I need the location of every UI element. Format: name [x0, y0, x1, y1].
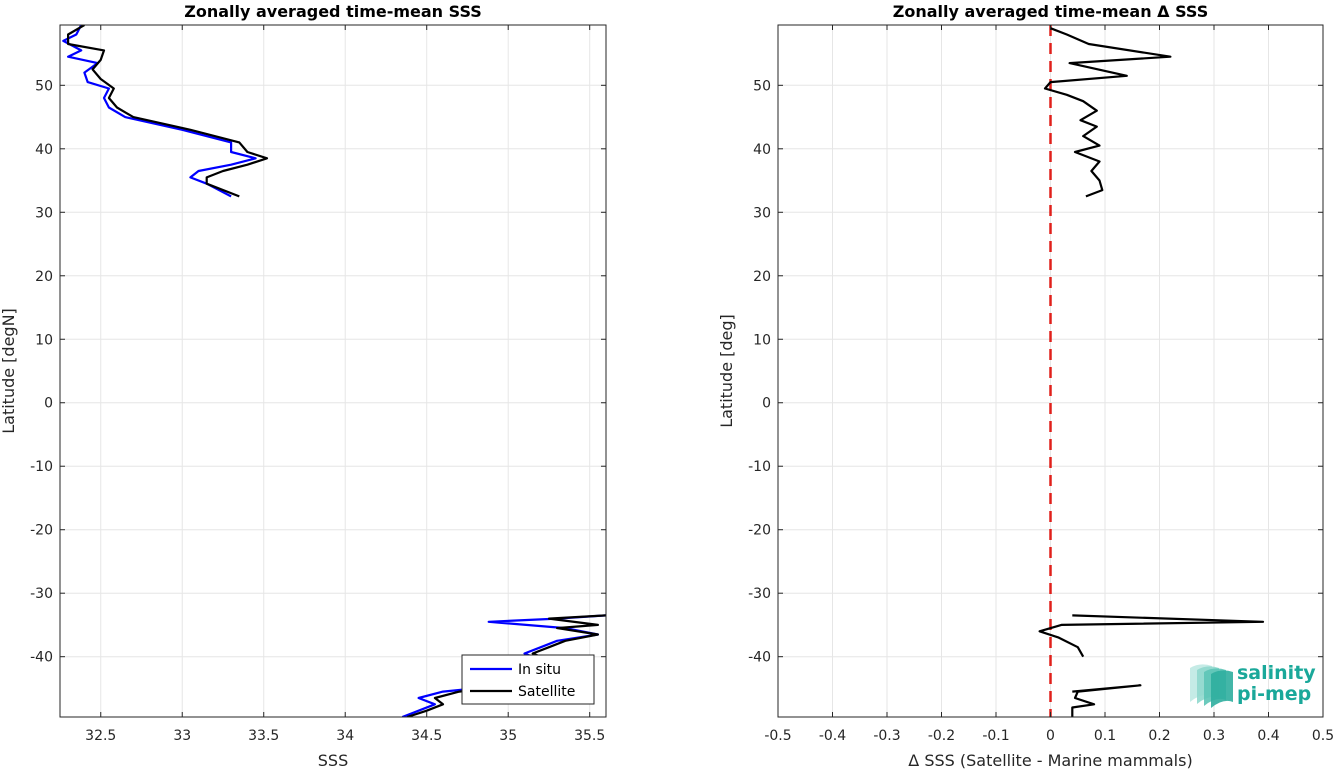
y-tick-label: 20 — [753, 269, 771, 285]
x-tick-label: 0.5 — [1312, 728, 1334, 744]
y-tick-label: 10 — [753, 332, 771, 348]
y-axis-label: Latitude [deg] — [717, 314, 736, 428]
legend-label: In situ — [518, 662, 561, 678]
x-tick-label: 35.5 — [574, 728, 605, 744]
y-tick-label: 50 — [35, 78, 53, 94]
logo-wave-shape — [1211, 670, 1233, 708]
x-tick-label: -0.1 — [982, 728, 1009, 744]
series-line-satellite — [66, 25, 269, 198]
chart-title: Zonally averaged time-mean SSS — [184, 2, 482, 21]
x-tick-label: 34.5 — [411, 728, 442, 744]
y-tick-label: 40 — [35, 142, 53, 158]
y-tick-label: -10 — [30, 459, 53, 475]
x-tick-label: -0.3 — [873, 728, 900, 744]
x-tick-label: 33 — [173, 728, 191, 744]
plot-area — [60, 25, 606, 717]
y-tick-label: 30 — [753, 205, 771, 221]
y-tick-label: 40 — [753, 142, 771, 158]
y-axis-label: Latitude [degN] — [0, 308, 18, 434]
y-tick-label: 10 — [35, 332, 53, 348]
series-line-in-situ — [62, 25, 257, 198]
x-axis-label: SSS — [318, 751, 348, 769]
legend-box — [461, 654, 595, 705]
series-line-delta-sss — [1038, 614, 1265, 658]
y-tick-label: 20 — [35, 269, 53, 285]
x-tick-label: 0.2 — [1148, 728, 1170, 744]
logo-text-pi-mep: pi-mep — [1237, 683, 1311, 705]
x-tick-label: 33.5 — [248, 728, 279, 744]
y-tick-label: -20 — [30, 523, 53, 539]
y-tick-label: -10 — [748, 459, 771, 475]
x-tick-label: 0.4 — [1257, 728, 1279, 744]
y-tick-label: 0 — [762, 396, 771, 412]
y-tick-label: -40 — [748, 650, 771, 666]
x-tick-label: 34 — [336, 728, 354, 744]
y-tick-label: 0 — [44, 396, 53, 412]
legend-label: Satellite — [518, 684, 575, 700]
y-tick-label: -20 — [748, 523, 771, 539]
x-axis-label: Δ SSS (Satellite - Marine mammals) — [908, 751, 1192, 769]
x-tick-label: 32.5 — [85, 728, 116, 744]
y-tick-label: -30 — [748, 586, 771, 602]
series-line-delta-sss — [1071, 684, 1142, 717]
x-tick-label: 0.1 — [1094, 728, 1116, 744]
y-tick-label: 30 — [35, 205, 53, 221]
x-tick-label: 0 — [1046, 728, 1055, 744]
axes-frame — [59, 24, 607, 718]
x-tick-label: -0.2 — [928, 728, 955, 744]
chart-panel-1: 32.5 33 33.5 34 34.5 35 35.5 -40 -30 -20 -10 0 10 20 3… — [0, 2, 607, 769]
y-tick-label: 50 — [753, 78, 771, 94]
x-tick-label: 0.3 — [1203, 728, 1225, 744]
x-tick-label: 35 — [499, 728, 517, 744]
series-line-delta-sss — [1043, 27, 1172, 198]
x-tick-label: -0.5 — [764, 728, 791, 744]
x-tick-label: -0.4 — [819, 728, 846, 744]
chart-panel-2: -0.5 -0.4 -0.3 -0.2 -0.1 0 0.1 0.2 0.3 0.4 0.5 -40 -… — [717, 2, 1334, 769]
y-tick-label: -40 — [30, 650, 53, 666]
y-tick-label: -30 — [30, 586, 53, 602]
logo-text-salinity: salinity — [1237, 662, 1316, 684]
chart-title: Zonally averaged time-mean Δ SSS — [893, 2, 1209, 21]
